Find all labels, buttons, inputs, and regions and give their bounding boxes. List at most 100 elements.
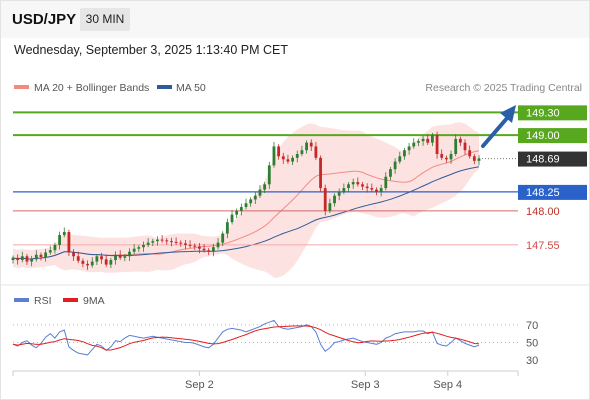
candle xyxy=(440,149,444,161)
candle xyxy=(100,252,103,264)
candle xyxy=(211,243,215,257)
candle-body xyxy=(272,146,276,166)
header-bar: USD/JPY 30 MIN xyxy=(1,1,589,38)
symbol-title: USD/JPY xyxy=(12,11,77,28)
candle-body xyxy=(151,241,155,243)
candle-body xyxy=(160,239,164,241)
candle-body xyxy=(67,232,71,253)
level-box-1 xyxy=(518,128,587,144)
candle xyxy=(295,150,299,163)
bollinger-bands xyxy=(13,122,479,278)
candle xyxy=(86,260,89,270)
candle-body xyxy=(449,154,453,160)
candle-body xyxy=(300,150,304,155)
candle xyxy=(472,154,476,165)
candle-body xyxy=(165,240,169,242)
candle-body xyxy=(235,210,239,215)
legend-ma50-label: MA 50 xyxy=(176,82,206,94)
candle-body xyxy=(267,165,271,185)
candle-body xyxy=(305,142,308,151)
rsi-grid: 70 50 30 xyxy=(13,320,538,367)
candle-body xyxy=(48,250,52,253)
candle-body xyxy=(375,189,378,192)
candle xyxy=(323,184,327,216)
candle-body xyxy=(221,233,225,243)
candle-body xyxy=(365,186,369,189)
candle xyxy=(72,249,75,261)
candle xyxy=(300,145,304,157)
candle xyxy=(379,184,383,197)
candle-body xyxy=(44,252,48,258)
candle-body xyxy=(389,169,392,177)
candle xyxy=(198,243,201,254)
candle-body xyxy=(95,256,99,262)
candle xyxy=(193,243,197,250)
candle xyxy=(309,139,313,151)
candle-body xyxy=(477,158,481,161)
candle-body xyxy=(100,256,103,260)
candle-body xyxy=(286,159,290,162)
candle-body xyxy=(34,254,38,260)
level-label-3: 148.25 xyxy=(526,187,560,199)
candle-body xyxy=(25,256,29,262)
candle xyxy=(333,193,336,207)
candle xyxy=(44,249,48,262)
candle-body xyxy=(72,252,75,257)
candle xyxy=(184,239,187,250)
x-axis-label-0: Sep 2 xyxy=(185,379,214,391)
candle-body xyxy=(123,256,127,258)
candle xyxy=(272,141,276,168)
candle-body xyxy=(39,254,43,258)
candle-body xyxy=(407,146,411,151)
level-label-5: 147.55 xyxy=(526,240,560,252)
timeframe-button[interactable]: 30 MIN xyxy=(80,8,130,31)
candle xyxy=(235,208,239,219)
candle xyxy=(291,155,294,166)
rsi-tick-1: 50 xyxy=(526,338,538,350)
candle xyxy=(216,238,220,250)
candle xyxy=(11,255,15,264)
level-labels: 149.30 149.00 148.69 148.25 148.00 147.55 xyxy=(518,105,587,252)
candle-body xyxy=(188,244,192,246)
candle xyxy=(351,178,355,189)
rsi-9ma-line xyxy=(12,325,480,351)
bollinger-band-fill xyxy=(13,122,479,278)
candle-body xyxy=(291,157,294,162)
candle-body xyxy=(412,142,416,147)
candle-body xyxy=(58,235,61,245)
candle-body xyxy=(132,248,136,252)
candle xyxy=(417,138,420,147)
candle xyxy=(337,188,341,201)
legend-swatch-rsi xyxy=(14,298,29,302)
candle-body xyxy=(277,146,281,157)
candle-body xyxy=(11,257,15,261)
candle xyxy=(356,177,360,187)
level-box-3 xyxy=(518,184,587,200)
candle xyxy=(458,136,462,147)
candle-body xyxy=(435,135,439,155)
candle xyxy=(142,241,145,252)
candle-body xyxy=(156,239,159,242)
candle xyxy=(305,140,308,154)
candle-body xyxy=(146,242,150,245)
forecast-arrow-head xyxy=(500,105,516,123)
candle xyxy=(151,238,155,247)
candle-body xyxy=(104,259,108,265)
candle-body xyxy=(458,138,462,143)
x-axis-label-2: Sep 4 xyxy=(433,379,462,391)
candle xyxy=(384,172,388,191)
level-label-2: 148.69 xyxy=(526,154,560,166)
candle-body xyxy=(207,250,211,252)
candle-body xyxy=(193,245,197,247)
candle xyxy=(412,138,416,149)
candle xyxy=(407,143,411,155)
candle xyxy=(188,240,192,248)
candle-body xyxy=(398,156,402,162)
x-axis: Sep 2 Sep 3 Sep 4 xyxy=(12,371,519,391)
candle xyxy=(398,151,402,164)
level-label-0: 149.30 xyxy=(526,107,560,119)
candle-body xyxy=(253,195,257,200)
candle-body xyxy=(468,150,472,157)
candle xyxy=(403,147,406,160)
